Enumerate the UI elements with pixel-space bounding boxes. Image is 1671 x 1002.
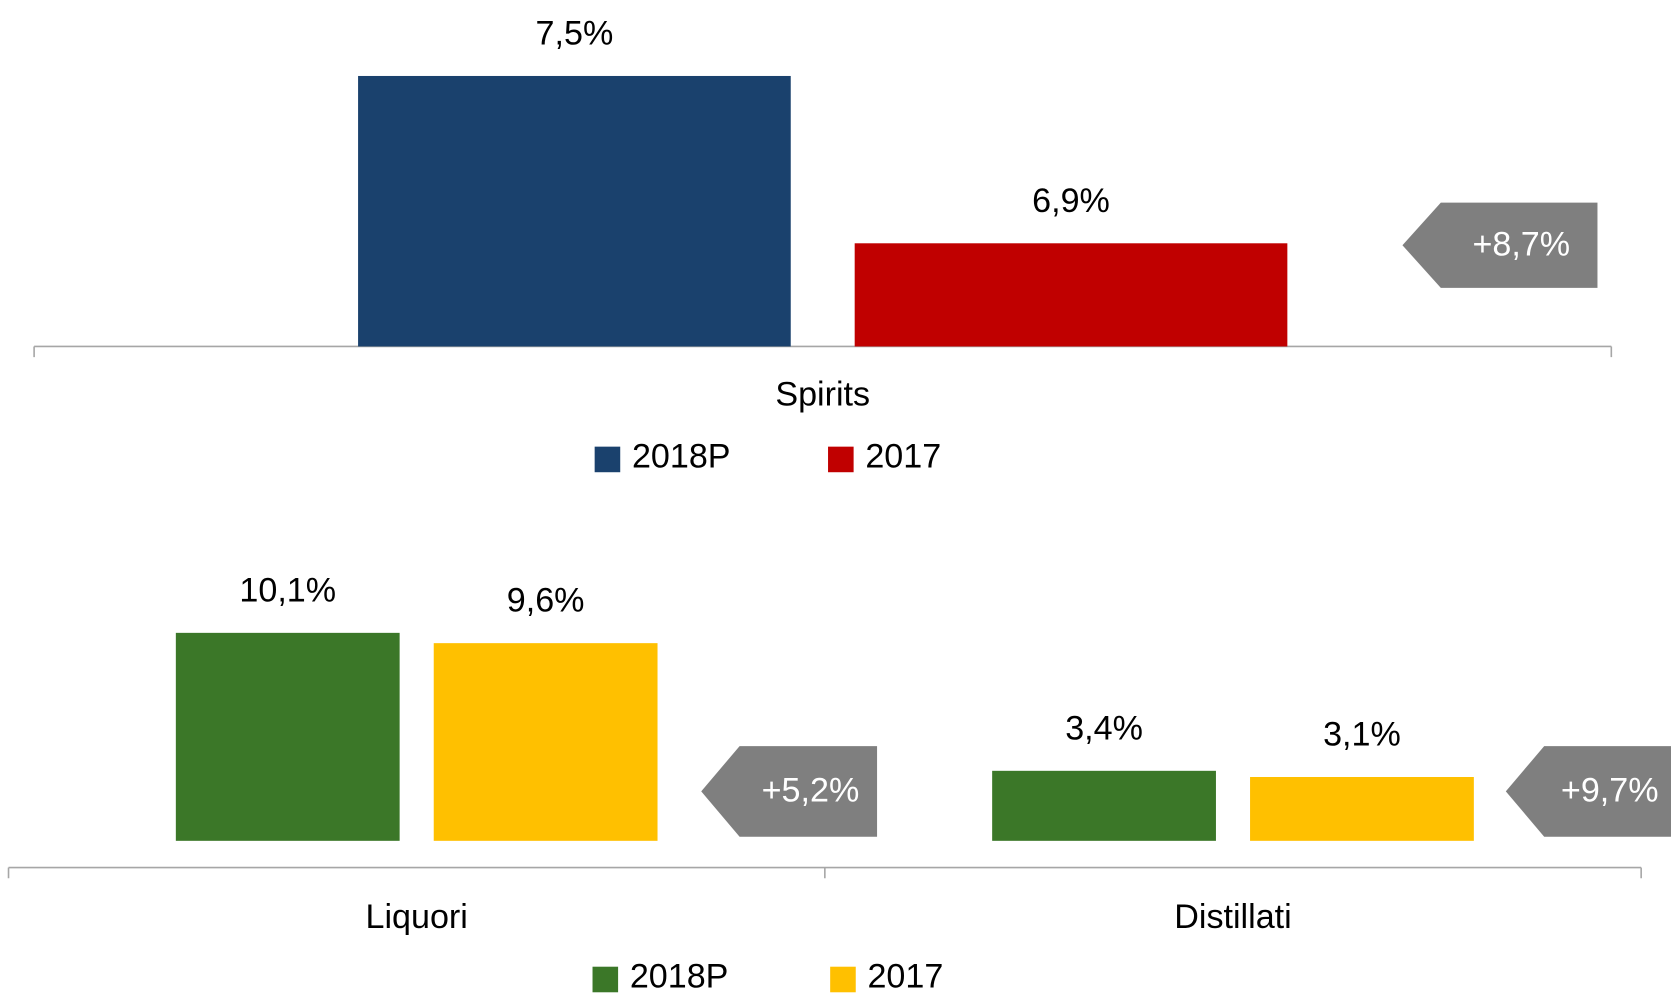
annotation-arrow xyxy=(1505,746,1671,837)
legend-swatch xyxy=(592,966,619,993)
annotation: +8,7% xyxy=(1472,225,1570,263)
value-label: 6,9% xyxy=(1032,182,1110,220)
value-label: 9,6% xyxy=(507,582,585,620)
bar xyxy=(854,243,1288,347)
value-label: 7,5% xyxy=(536,14,614,52)
value-label: 3,4% xyxy=(1065,709,1143,747)
annotation: +9,7% xyxy=(1561,771,1659,809)
legend-swatch xyxy=(830,966,856,993)
bar xyxy=(1250,776,1474,841)
bar xyxy=(433,643,658,841)
bar xyxy=(175,632,400,841)
legend-label: 2017 xyxy=(867,957,943,995)
bar xyxy=(992,770,1216,841)
legend-label: 2018P xyxy=(630,957,729,995)
value-label: 3,1% xyxy=(1323,716,1401,754)
bar xyxy=(358,75,791,347)
x-tick-label: Liquori xyxy=(366,898,468,936)
annotation-arrow xyxy=(1402,202,1598,288)
legend-label: 2018P xyxy=(632,437,731,475)
legend-label: 2017 xyxy=(865,437,941,475)
annotation-arrow xyxy=(701,746,878,837)
legend-swatch xyxy=(594,446,621,473)
x-tick-label: Spirits xyxy=(775,376,870,414)
x-tick-label: Distillati xyxy=(1174,898,1291,936)
legend-swatch xyxy=(828,446,854,473)
value-label: 10,1% xyxy=(239,571,336,609)
annotation: +5,2% xyxy=(762,771,860,809)
